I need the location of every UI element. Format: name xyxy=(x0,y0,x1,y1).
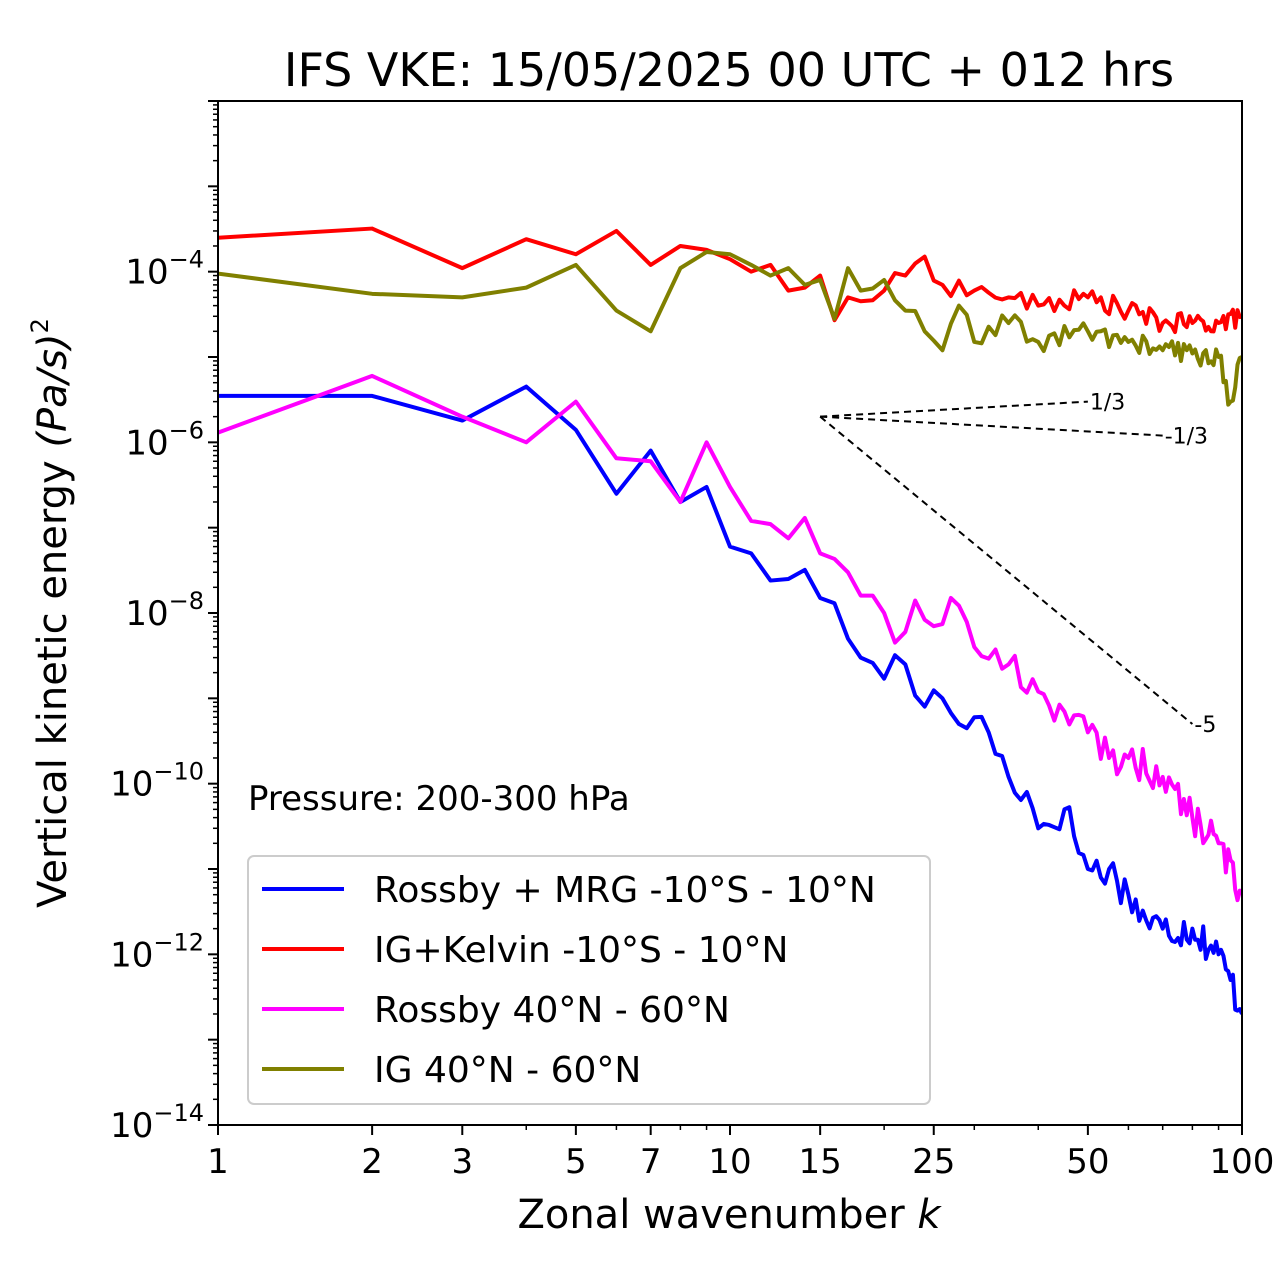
y-tick-label: 10−6 xyxy=(125,416,204,463)
x-tick-label: 25 xyxy=(912,1142,955,1182)
legend-label: Rossby + MRG -10°S - 10°N xyxy=(374,870,876,911)
slope-guide-label: 1/3 xyxy=(1090,391,1125,416)
y-tick-label: 10−4 xyxy=(125,246,204,293)
slope-guide-label: -5 xyxy=(1194,713,1216,738)
slope-guide-1 xyxy=(820,400,1088,418)
y-tick-label: 10−10 xyxy=(110,758,204,805)
y-axis: 10−4 10−6 10−8 10−10 10−12 10−14 xyxy=(110,100,218,1146)
x-tick-label: 7 xyxy=(640,1142,662,1182)
pressure-annotation: Pressure: 200-300 hPa xyxy=(248,779,630,819)
x-tick-label: 100 xyxy=(1210,1142,1275,1182)
x-tick-label: 2 xyxy=(361,1142,383,1182)
y-tick-label: 10−12 xyxy=(110,928,204,975)
x-tick-label: 10 xyxy=(708,1142,751,1182)
y-tick-label: 10−8 xyxy=(125,587,204,634)
y-axis-label: Vertical kinetic energy (Pa/s)2 xyxy=(26,318,76,908)
legend-label: IG 40°N - 60°N xyxy=(374,1050,641,1091)
series-line-2 xyxy=(218,226,1242,335)
plot-area: 1/3 -1/3 -5 xyxy=(218,226,1242,1015)
slope-guide-label: -1/3 xyxy=(1165,425,1208,450)
x-tick-label: 15 xyxy=(799,1142,842,1182)
legend-frame xyxy=(247,855,931,1105)
series-line-1 xyxy=(218,384,1242,1015)
series-line-3 xyxy=(218,373,1242,903)
legend: Rossby + MRG -10°S - 10°N IG+Kelvin -10°S… xyxy=(247,855,931,1105)
x-tick-label: 50 xyxy=(1066,1142,1109,1182)
x-tick-label: 5 xyxy=(565,1142,587,1182)
x-axis: 1 2 3 5 7 10 15 25 50 100 xyxy=(207,1125,1274,1182)
y-tick-label: 10−14 xyxy=(110,1099,204,1146)
chart-title: IFS VKE: 15/05/2025 00 UTC + 012 hrs xyxy=(284,43,1174,97)
series-line-4 xyxy=(218,250,1242,407)
legend-label: Rossby 40°N - 60°N xyxy=(374,990,730,1031)
legend-label: IG+Kelvin -10°S - 10°N xyxy=(374,930,788,971)
x-axis-label: Zonal wavenumber k xyxy=(517,1192,942,1238)
slope-guide-2 xyxy=(820,415,1163,437)
series-layer xyxy=(218,226,1242,1015)
x-tick-label: 3 xyxy=(451,1142,473,1182)
x-tick-label: 1 xyxy=(207,1142,229,1182)
slope-guides: 1/3 -1/3 -5 xyxy=(819,391,1216,738)
slope-guide-3 xyxy=(819,415,1194,725)
